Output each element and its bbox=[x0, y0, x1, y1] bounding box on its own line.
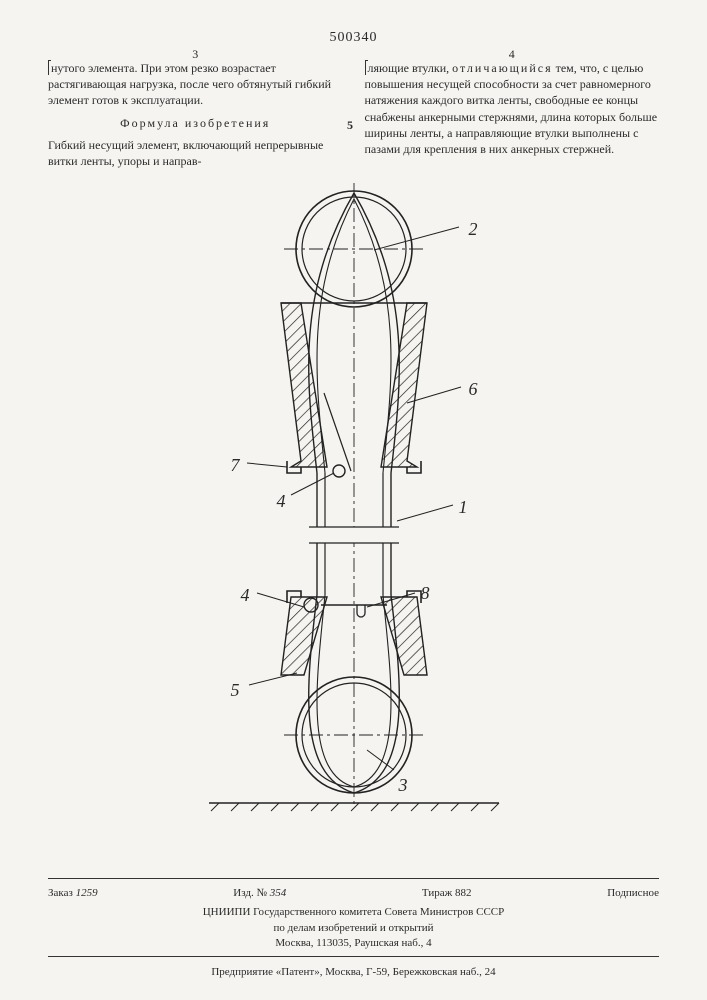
footer-publisher: ЦНИИПИ Государственного комитета Совета … bbox=[48, 905, 659, 951]
footer-rule-top bbox=[48, 878, 659, 879]
col1-p2: Гибкий несущий элемент, включающий непре… bbox=[48, 137, 343, 169]
col1-p1: нутого элемента. При этом резко возраста… bbox=[48, 60, 343, 109]
callout-1: 1 bbox=[459, 497, 468, 518]
col2-p1: ляющие втулки, отличающийся тем, что, с … bbox=[365, 60, 660, 157]
text-columns: 3 нутого элемента. При этом резко возрас… bbox=[48, 60, 659, 169]
callout-3: 3 bbox=[399, 775, 408, 796]
formula-label: Формула изобретения bbox=[48, 115, 343, 131]
patent-number: 500340 bbox=[48, 30, 659, 46]
column-right: 4 ляющие втулки, отличающийся тем, что, … bbox=[365, 60, 660, 169]
column-left: 3 нутого элемента. При этом резко возрас… bbox=[48, 60, 343, 169]
footer-printer: Предприятие «Патент», Москва, Г-59, Бере… bbox=[48, 965, 659, 980]
callout-7: 7 bbox=[231, 455, 240, 476]
figure-wrap: 2 6 7 4 1 4 8 5 3 bbox=[48, 175, 659, 815]
callout-5: 5 bbox=[231, 680, 240, 701]
footer-rule-mid bbox=[48, 956, 659, 957]
page: 500340 3 нутого элемента. При этом резко… bbox=[0, 0, 707, 825]
figure-svg bbox=[169, 175, 539, 815]
order: Заказ 1259 bbox=[48, 887, 98, 899]
col-num-left: 3 bbox=[192, 46, 198, 62]
callout-2: 2 bbox=[469, 219, 478, 240]
footer-line1: Заказ 1259 Изд. № 354 Тираж 882 Подписно… bbox=[48, 887, 659, 899]
edition: Изд. № 354 bbox=[233, 887, 286, 899]
callout-4: 4 bbox=[277, 491, 286, 512]
tirage: Тираж 882 bbox=[422, 887, 472, 899]
callout-6: 6 bbox=[469, 379, 478, 400]
line-ref-5: 5 bbox=[347, 118, 353, 133]
callout-8: 8 bbox=[421, 583, 430, 604]
figure: 2 6 7 4 1 4 8 5 3 bbox=[169, 175, 539, 815]
callout-4: 4 bbox=[241, 585, 250, 606]
subscription: Подписное bbox=[607, 887, 659, 899]
footer: Заказ 1259 Изд. № 354 Тираж 882 Подписно… bbox=[0, 874, 707, 1000]
col-num-right: 4 bbox=[509, 46, 515, 62]
